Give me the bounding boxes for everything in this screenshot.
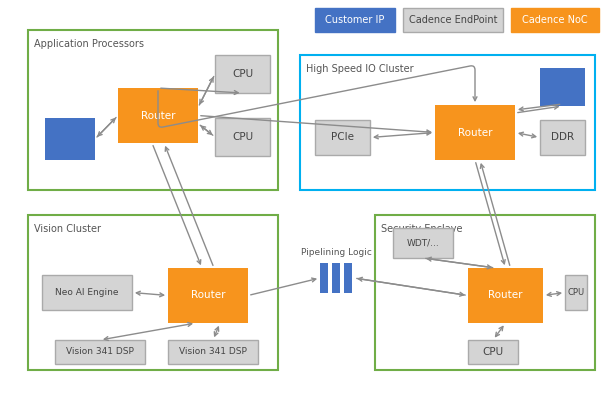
Text: Vision 341 DSP: Vision 341 DSP	[66, 348, 134, 357]
Text: Vision 341 DSP: Vision 341 DSP	[179, 348, 247, 357]
Text: PCIe: PCIe	[331, 132, 354, 143]
Bar	[540, 68, 585, 106]
Text: Router: Router	[191, 290, 225, 301]
Bar	[215, 118, 270, 156]
Text: CPU: CPU	[483, 347, 503, 357]
Text: High Speed IO Cluster: High Speed IO Cluster	[306, 64, 414, 74]
Bar	[468, 268, 543, 323]
Bar	[540, 120, 585, 155]
Bar	[565, 275, 587, 310]
Text: Pipelining Logic: Pipelining Logic	[301, 248, 371, 257]
Bar	[28, 30, 278, 190]
Text: Cadence NoC: Cadence NoC	[522, 15, 588, 25]
Bar	[344, 263, 352, 293]
Text: DDR: DDR	[551, 132, 574, 143]
Text: CPU: CPU	[232, 69, 253, 79]
Bar	[332, 263, 340, 293]
Bar	[375, 215, 595, 370]
Bar	[435, 105, 515, 160]
Bar	[511, 8, 599, 32]
Bar	[42, 275, 132, 310]
Bar	[315, 8, 395, 32]
Bar	[403, 8, 503, 32]
Text: Router: Router	[488, 290, 523, 301]
Text: Router: Router	[141, 110, 175, 121]
Text: WDT/...: WDT/...	[407, 238, 439, 247]
Bar	[168, 268, 248, 323]
Text: Vision Cluster: Vision Cluster	[34, 224, 101, 234]
Bar	[28, 215, 278, 370]
Bar	[320, 263, 328, 293]
Text: Customer IP: Customer IP	[325, 15, 385, 25]
Text: Security Enclave: Security Enclave	[381, 224, 463, 234]
Bar	[215, 55, 270, 93]
Bar	[55, 340, 145, 364]
Bar	[315, 120, 370, 155]
Bar	[45, 118, 95, 160]
Text: CPU: CPU	[568, 288, 585, 297]
Text: Cadence EndPoint: Cadence EndPoint	[409, 15, 497, 25]
Text: CPU: CPU	[232, 132, 253, 142]
Bar	[168, 340, 258, 364]
Text: Application Processors: Application Processors	[34, 39, 144, 49]
Bar	[118, 88, 198, 143]
Bar	[468, 340, 518, 364]
Text: Neo AI Engine: Neo AI Engine	[55, 288, 119, 297]
Text: Router: Router	[458, 128, 492, 138]
Bar	[300, 55, 595, 190]
Bar	[393, 228, 453, 258]
